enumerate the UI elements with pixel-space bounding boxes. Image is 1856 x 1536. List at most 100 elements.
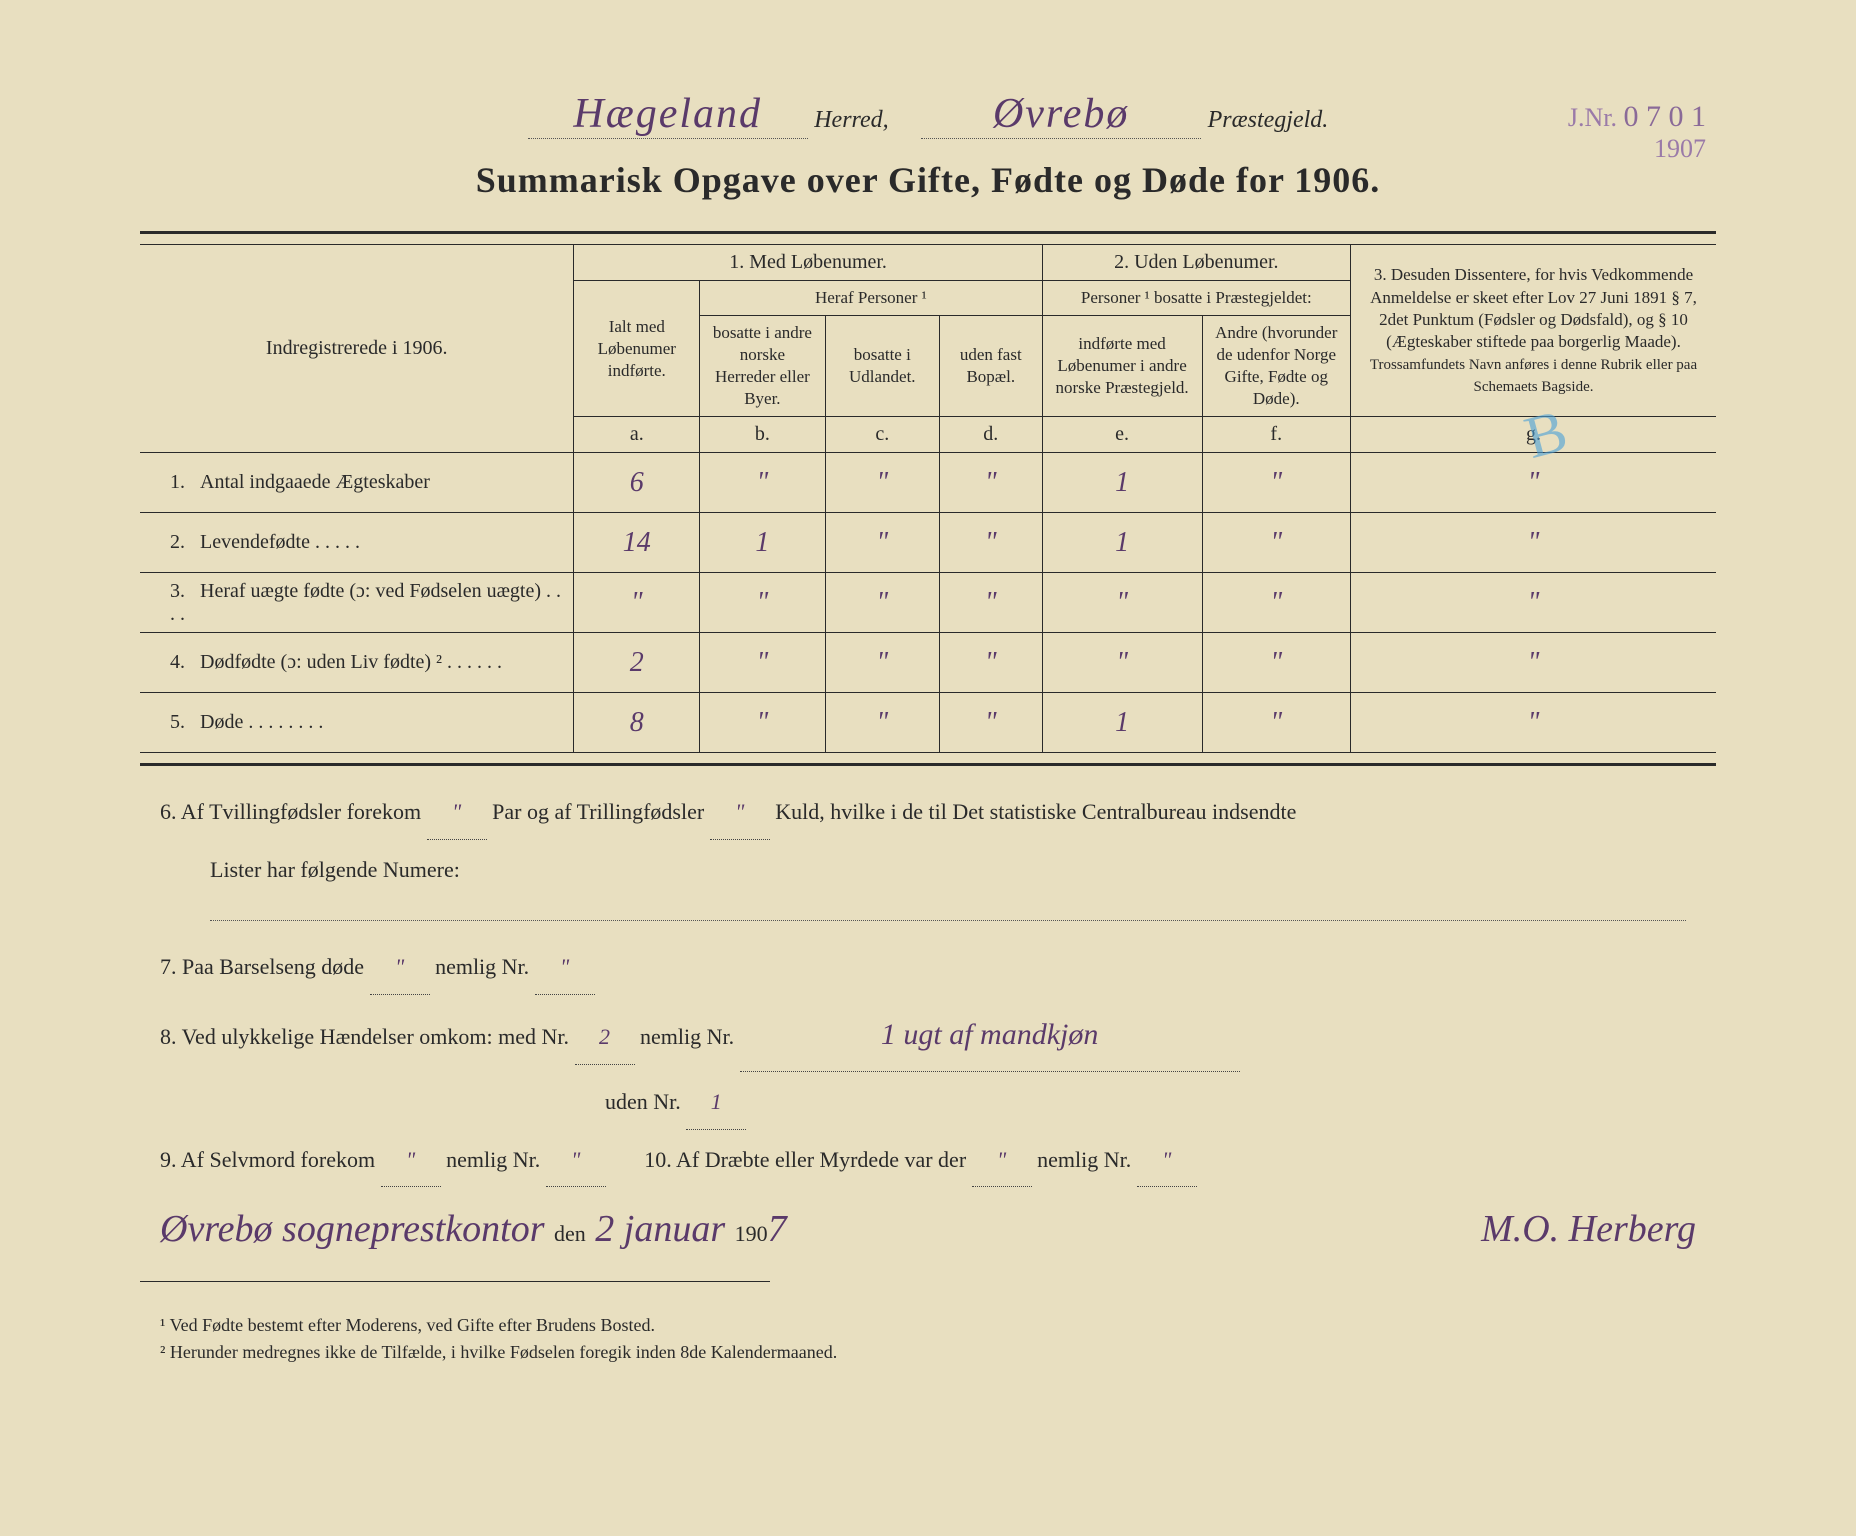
n6b-val: "	[710, 786, 770, 840]
row-label: 5. Døde . . . . . . . .	[140, 693, 574, 753]
header-line: Hægeland Herred, Øvrebø Præstegjeld.	[140, 90, 1716, 139]
letter-f: f.	[1202, 417, 1350, 453]
col-b-header: bosatte i andre norske Herreder eller By…	[700, 316, 826, 417]
cell-c: "	[825, 453, 939, 513]
sig-year-prefix: 190	[735, 1221, 768, 1246]
n8-hand: 1 ugt af mandkjøn	[740, 999, 1240, 1072]
note-8: 8. Ved ulykkelige Hændelser omkom: med N…	[160, 999, 1696, 1072]
letter-a: a.	[574, 417, 700, 453]
note-6: 6. Af Tvillingfødsler forekom " Par og a…	[160, 786, 1696, 840]
cell-d: "	[939, 693, 1042, 753]
n8-val1: 2	[575, 1011, 635, 1065]
sig-year-suffix: 7	[768, 1208, 787, 1250]
col-f-header: Andre (hvorunder de udenfor Norge Gifte,…	[1202, 316, 1350, 417]
col-c-header: bosatte i Udlandet.	[825, 316, 939, 417]
cell-e: "	[1042, 633, 1202, 693]
divider	[140, 763, 1716, 766]
note-8c: uden Nr. 1	[160, 1076, 1696, 1130]
cell-f: "	[1202, 453, 1350, 513]
n7-val1: "	[370, 941, 430, 995]
table-row: 5. Døde . . . . . . . .8"""1""	[140, 693, 1716, 753]
n9: 9. Af Selvmord forekom	[160, 1147, 375, 1172]
note-6d: Lister har følgende Numere:	[160, 844, 1696, 897]
group3-header: 3. Desuden Dissentere, for hvis Vedkomme…	[1350, 245, 1716, 417]
main-table: Indregistrerede i 1906. 1. Med Løbenumer…	[140, 244, 1716, 753]
n6d: Lister har følgende Numere:	[210, 857, 460, 882]
n6a-val: "	[427, 786, 487, 840]
cell-e: 1	[1042, 513, 1202, 573]
cell-g: "	[1350, 453, 1716, 513]
n6b: Par og af Trillingfødsler	[492, 799, 704, 824]
group1-header: 1. Med Løbenumer.	[574, 245, 1042, 281]
n8b: nemlig Nr.	[640, 1024, 734, 1049]
sig-den: den	[554, 1221, 586, 1246]
notes-section: 6. Af Tvillingfødsler forekom " Par og a…	[140, 786, 1716, 1187]
footnote-divider	[140, 1281, 770, 1282]
footnote-1: ¹ Ved Fødte bestemt efter Moderens, ved …	[160, 1312, 1696, 1339]
n7: 7. Paa Barselseng døde	[160, 954, 364, 979]
n9b: nemlig Nr.	[446, 1147, 540, 1172]
praestegjeld-label: Præstegjeld.	[1208, 107, 1329, 133]
cell-f: "	[1202, 693, 1350, 753]
praestegjeld-value: Øvrebø	[921, 90, 1201, 139]
n6c: Kuld, hvilke i de til Det statistiske Ce…	[775, 799, 1296, 824]
cell-d: "	[939, 513, 1042, 573]
n10-val2: "	[1137, 1134, 1197, 1188]
blank-line	[210, 901, 1686, 921]
letter-b: b.	[700, 417, 826, 453]
row-label: 3. Heraf uægte fødte (ɔ: ved Fødselen uæ…	[140, 573, 574, 633]
heraf-header: Heraf Personer ¹	[700, 281, 1043, 316]
cell-g: "	[1350, 693, 1716, 753]
cell-e: "	[1042, 573, 1202, 633]
cell-a: 8	[574, 693, 700, 753]
cell-a: 6	[574, 453, 700, 513]
cell-e: 1	[1042, 693, 1202, 753]
n9-val1: "	[381, 1134, 441, 1188]
row-label: 1. Antal indgaaede Ægteskaber	[140, 453, 574, 513]
col-d-header: uden fast Bopæl.	[939, 316, 1042, 417]
cell-a: "	[574, 573, 700, 633]
letter-g: g.	[1350, 417, 1716, 453]
n10: 10. Af Dræbte eller Myrdede var der	[644, 1147, 966, 1172]
n8c-val: 1	[686, 1076, 746, 1130]
cell-c: "	[825, 513, 939, 573]
cell-g: "	[1350, 513, 1716, 573]
cell-a: 14	[574, 513, 700, 573]
footnote-2: ² Herunder medregnes ikke de Tilfælde, i…	[160, 1339, 1696, 1366]
group2-sub: Personer ¹ bosatte i Præstegjeldet:	[1042, 281, 1350, 316]
n10-val1: "	[972, 1134, 1032, 1188]
sig-place: Øvrebø sogneprestkontor	[160, 1208, 545, 1250]
document-title: Summarisk Opgave over Gifte, Fødte og Dø…	[140, 159, 1716, 201]
cell-b: "	[700, 453, 826, 513]
signature: M.O. Herberg	[1481, 1207, 1696, 1251]
cell-f: "	[1202, 573, 1350, 633]
divider	[140, 231, 1716, 234]
cell-c: "	[825, 633, 939, 693]
cell-d: "	[939, 573, 1042, 633]
table-row: 1. Antal indgaaede Ægteskaber6"""1""	[140, 453, 1716, 513]
table-row: 4. Dødfødte (ɔ: uden Liv fødte) ² . . . …	[140, 633, 1716, 693]
herred-value: Hægeland	[528, 90, 808, 139]
note-7: 7. Paa Barselseng døde " nemlig Nr. "	[160, 941, 1696, 995]
cell-a: 2	[574, 633, 700, 693]
document-paper: J.Nr. 0 7 0 1 1907 Hægeland Herred, Øvre…	[90, 60, 1766, 1496]
cell-d: "	[939, 633, 1042, 693]
cell-b: "	[700, 633, 826, 693]
letter-d: d.	[939, 417, 1042, 453]
sig-date: 2 januar	[595, 1208, 725, 1250]
cell-c: "	[825, 573, 939, 633]
herred-label: Herred,	[814, 107, 888, 133]
cell-f: "	[1202, 513, 1350, 573]
n6a: 6. Af Tvillingfødsler forekom	[160, 799, 421, 824]
row-label: 4. Dødfødte (ɔ: uden Liv fødte) ² . . . …	[140, 633, 574, 693]
cell-c: "	[825, 693, 939, 753]
n7-val2: "	[535, 941, 595, 995]
signature-line: Øvrebø sogneprestkontor den 2 januar 190…	[160, 1207, 1696, 1251]
left-header: Indregistrerede i 1906.	[140, 245, 574, 453]
col-e-header: indførte med Løbenumer i andre norske Pr…	[1042, 316, 1202, 417]
cell-d: "	[939, 453, 1042, 513]
n8c: uden Nr.	[605, 1089, 681, 1114]
group3-text: 3. Desuden Dissentere, for hvis Vedkomme…	[1370, 265, 1697, 350]
footnotes: ¹ Ved Fødte bestemt efter Moderens, ved …	[140, 1312, 1716, 1366]
letter-c: c.	[825, 417, 939, 453]
